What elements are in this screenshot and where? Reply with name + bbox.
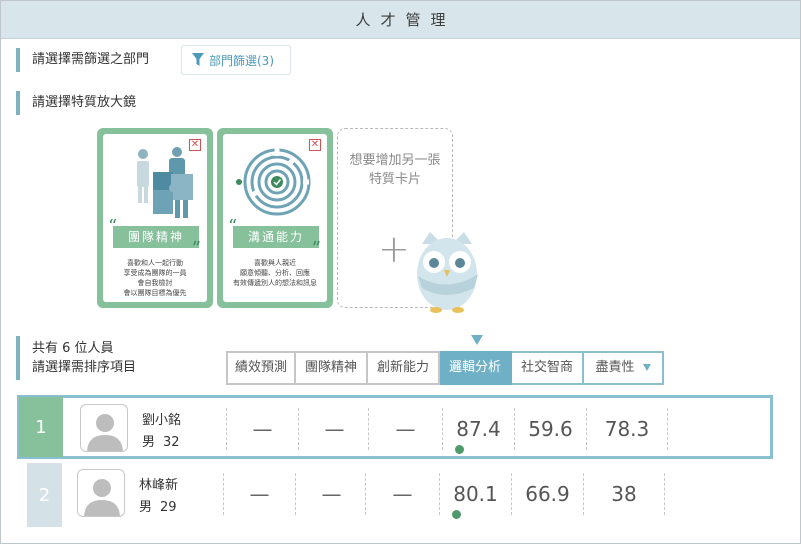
close-icon[interactable]: ✕ <box>309 139 321 151</box>
person-name: 林峰新 <box>139 478 179 493</box>
sort-tab-innovation[interactable]: 創新能力 <box>368 351 440 385</box>
close-icon[interactable]: ✕ <box>189 139 201 151</box>
chevron-down-icon <box>642 364 651 371</box>
title-bar: 人才管理 <box>1 1 800 39</box>
person-name: 劉小銘 <box>142 413 182 428</box>
score-cell: 78.3 <box>586 408 668 450</box>
status-dot <box>452 510 461 519</box>
score-cell-logic: 80.1 <box>439 473 511 519</box>
owl-mascot-icon <box>417 232 478 313</box>
sort-tab-performance[interactable]: 績效預測 <box>226 351 296 385</box>
score-cell: — <box>368 408 442 450</box>
sort-indicator-icon <box>471 335 483 345</box>
trait-card-description: 喜歡和人一起行動 享受成為團隊的一員 會自我檢討 會以團隊目標為優先 <box>123 259 187 297</box>
score-cell: 38 <box>583 473 665 515</box>
filter-icon <box>192 53 204 66</box>
trait-card-description: 喜歡與人親近 願意傾聽、分析、回應 有效傳遞別人的想法和訊息 <box>233 259 317 287</box>
add-trait-card[interactable]: 想要增加另一張特質卡片 + <box>337 128 453 308</box>
score-cell: — <box>226 408 298 450</box>
department-label: 請選擇需篩選之部門 <box>16 48 149 72</box>
rank-badge: 2 <box>27 463 62 527</box>
trait-card-title: 團隊精神 <box>113 226 199 248</box>
sort-tab-logic[interactable]: 邏輯分析 <box>440 351 512 385</box>
trait-card-teamwork[interactable]: ✕ “ 團隊精神 ” 喜歡和人一起行動 享受成為團隊的一員 會自我檢討 會以團隊… <box>97 128 213 308</box>
staff-count-label: 共有 6 位人員 請選擇需排序項目 <box>16 336 136 380</box>
staff-count: 共有 6 位人員 <box>32 341 114 356</box>
teamwork-illustration-icon <box>137 147 193 218</box>
table-row[interactable]: 2 林峰新 男 29 — — — 80.1 66.9 38 <box>17 463 773 527</box>
person-info: 男 29 <box>139 500 177 515</box>
department-filter-label: 部門篩選(3) <box>209 53 274 68</box>
score-cell: 59.6 <box>514 408 586 450</box>
sort-tabs: 績效預測 團隊精神 創新能力 邏輯分析 社交智商 盡責性 <box>226 351 664 385</box>
person-icon <box>87 414 123 451</box>
status-dot <box>455 445 464 454</box>
department-filter-button[interactable]: 部門篩選(3) <box>181 45 291 75</box>
score-cell: — <box>298 408 370 450</box>
traits-label: 請選擇特質放大鏡 <box>16 91 136 115</box>
plus-icon: + <box>378 227 410 271</box>
sort-label: 請選擇需排序項目 <box>32 360 137 375</box>
score-cell-logic: 87.4 <box>442 408 514 454</box>
person-info: 男 32 <box>142 435 180 450</box>
page-title: 人才管理 <box>355 11 456 29</box>
sort-tab-social[interactable]: 社交智商 <box>512 351 584 385</box>
score-cell: 66.9 <box>511 473 583 515</box>
rank-badge: 1 <box>19 397 63 457</box>
trait-card-title: 溝通能力 <box>233 226 319 248</box>
person-icon <box>84 479 120 516</box>
avatar <box>77 469 125 517</box>
avatar <box>80 404 128 452</box>
score-cell: — <box>295 473 367 515</box>
table-row[interactable]: 1 劉小銘 男 32 — — — 87.4 59.6 78.3 <box>17 395 773 459</box>
add-trait-card-text: 想要增加另一張特質卡片 <box>349 153 441 187</box>
sort-dropdown-value: 盡責性 <box>595 360 635 375</box>
maze-icon <box>236 148 311 216</box>
sort-dropdown[interactable]: 盡責性 <box>584 351 664 385</box>
sort-tab-teamwork[interactable]: 團隊精神 <box>296 351 368 385</box>
trait-card-communication[interactable]: ✕ “ 溝通能力 ” 喜歡與人親近 願意傾聽、分析、回應 有效傳遞別 <box>217 128 333 308</box>
score-cell: — <box>223 473 295 515</box>
score-cell: — <box>365 473 439 515</box>
